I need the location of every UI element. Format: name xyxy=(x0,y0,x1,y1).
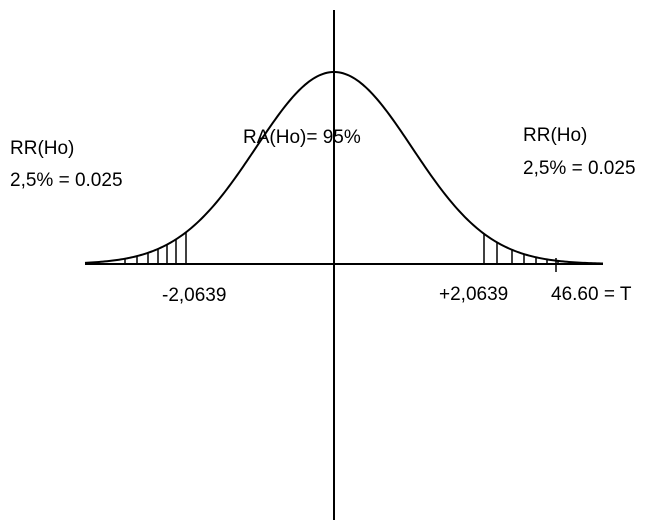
right-critical-value: +2,0639 xyxy=(439,284,508,305)
acceptance-region-label: RA(Ho)= 95% xyxy=(243,127,361,148)
normal-curve xyxy=(84,71,604,265)
right-rejection-hatching xyxy=(483,233,559,264)
left-rejection-hatching xyxy=(124,232,187,264)
test-statistic-label: 46.60 = T xyxy=(551,284,632,305)
left-region-value: 2,5% = 0.025 xyxy=(10,170,123,191)
right-region-value: 2,5% = 0.025 xyxy=(523,158,636,179)
right-region-title: RR(Ho) xyxy=(523,125,587,146)
left-region-title: RR(Ho) xyxy=(10,138,74,159)
left-critical-value: -2,0639 xyxy=(162,285,226,306)
